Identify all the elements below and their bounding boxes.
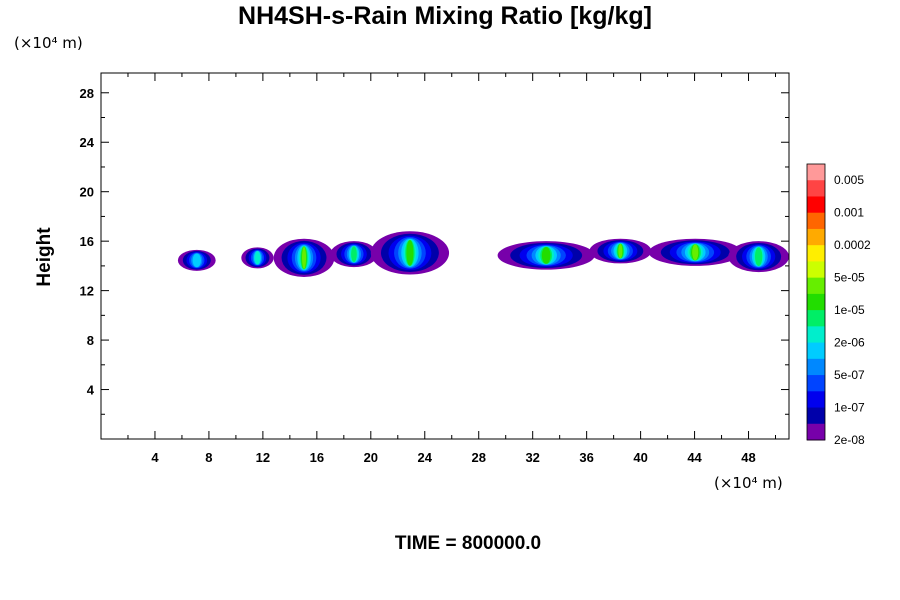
- y-tick-label: 4: [87, 383, 95, 398]
- contour-cell: [177, 249, 216, 271]
- x-tick-label: 16: [310, 450, 324, 465]
- contour-band: [351, 246, 357, 262]
- colorbar-label: 5e-07: [834, 368, 865, 382]
- colorbar-label: 0.001: [834, 206, 864, 220]
- x-tick-label: 32: [525, 450, 539, 465]
- colorbar-swatch: [807, 196, 825, 214]
- y-axis-unit: (×10⁴ m): [14, 34, 83, 52]
- x-tick-label: 48: [741, 450, 755, 465]
- colorbar-label: 1e-05: [834, 303, 865, 317]
- colorbar-frame: [806, 163, 826, 441]
- contour-cells: [177, 231, 789, 278]
- x-axis-unit: (×10⁴ m): [714, 474, 783, 492]
- colorbar-swatch: [807, 180, 825, 197]
- y-tick-label: 20: [80, 185, 94, 200]
- y-tick-label: 12: [80, 284, 94, 299]
- y-tick-label: 8: [87, 333, 94, 348]
- colorbar-label: 0.0002: [834, 238, 871, 252]
- colorbar-swatch: [807, 164, 825, 181]
- colorbar-label: 5e-05: [834, 271, 865, 285]
- time-label: TIME = 800000.0: [395, 533, 541, 554]
- colorbar-swatch: [807, 391, 825, 409]
- plot-frame: [100, 72, 790, 440]
- contour-cell: [241, 247, 274, 269]
- chart-title: NH4SH-s-Rain Mixing Ratio [kg/kg]: [238, 2, 652, 30]
- colorbar-swatch: [807, 423, 825, 441]
- contour-cell: [728, 241, 789, 273]
- contour-cell: [370, 231, 450, 275]
- colorbar-swatch: [807, 375, 825, 392]
- colorbar-swatch: [807, 326, 825, 344]
- y-axis-label: Height: [34, 227, 55, 287]
- contour-cell: [330, 241, 378, 268]
- colorbar-swatch: [807, 407, 825, 425]
- x-tick-label: 40: [633, 450, 647, 465]
- contour-cell: [648, 238, 742, 266]
- x-tick-label: 44: [687, 450, 702, 465]
- contour-cell: [273, 238, 335, 278]
- colorbar: 0.005 0.001 0.0002 5e-05 1e-05 2e-06 5e-07 1e-0…: [806, 163, 871, 447]
- colorbar-swatch: [807, 245, 825, 262]
- y-tick-label: 28: [80, 86, 94, 101]
- contour-cell: [497, 241, 595, 270]
- contour-band: [254, 251, 261, 265]
- colorbar-swatch: [807, 310, 825, 327]
- colorbar-swatch: [807, 261, 825, 279]
- contour-band: [692, 244, 699, 261]
- colorbar-swatch: [807, 277, 825, 295]
- contour-band: [754, 247, 763, 266]
- colorbar-swatch: [807, 228, 825, 246]
- colorbar-label: 2e-08: [834, 433, 865, 447]
- x-tick-label: 36: [579, 450, 593, 465]
- y-tick-label: 24: [80, 135, 95, 150]
- contour-band: [618, 243, 623, 259]
- contour-cell: [589, 238, 652, 264]
- contour-band: [406, 240, 414, 266]
- x-axis-ticks: 4 8 12 16 20 24 28 32 36 40 44 48: [127, 73, 777, 465]
- x-tick-label: 28: [471, 450, 485, 465]
- contour-band: [302, 246, 307, 269]
- x-tick-label: 12: [256, 450, 270, 465]
- colorbar-label: 2e-06: [834, 336, 865, 350]
- colorbar-swatch: [807, 342, 825, 360]
- x-tick-label: 20: [364, 450, 378, 465]
- contour-band: [192, 253, 201, 268]
- colorbar-swatch: [807, 293, 825, 311]
- colorbar-swatch: [807, 358, 825, 376]
- y-tick-label: 16: [80, 234, 94, 249]
- x-tick-label: 8: [205, 450, 212, 465]
- x-tick-label: 24: [418, 450, 433, 465]
- colorbar-label: 1e-07: [834, 401, 865, 415]
- y-axis-ticks: 4 8 12 16 20 24 28: [80, 86, 789, 415]
- colorbar-swatch: [807, 212, 825, 230]
- colorbar-label: 0.005: [834, 173, 864, 187]
- x-tick-label: 4: [151, 450, 159, 465]
- contour-band: [541, 246, 551, 264]
